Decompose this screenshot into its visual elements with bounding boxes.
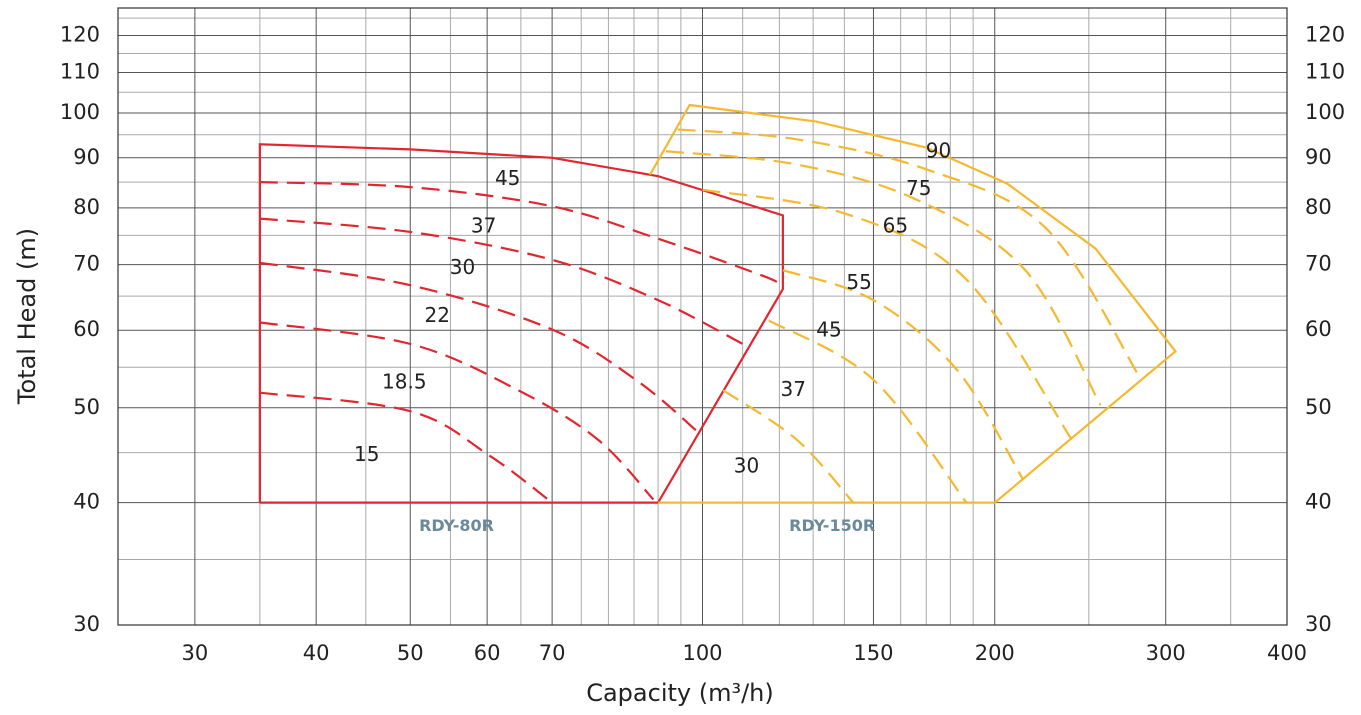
power-curve [259,217,744,345]
power-label: 30 [734,453,759,477]
x-tick-label: 300 [1146,641,1186,665]
y-tick-label: 60 [73,317,100,341]
x-tick-label: 200 [975,641,1015,665]
y2-tick-label: 70 [1305,252,1332,276]
power-label: 65 [883,213,908,237]
power-curve [259,321,655,501]
y-tick-label: 70 [73,252,100,276]
power-label: 45 [495,166,520,190]
x-axis-title: Capacity (m³/h) [586,679,774,707]
y2-tick-label: 80 [1305,195,1332,219]
power-label: 75 [906,176,931,200]
y-tick-label: 50 [73,395,100,419]
power-curve [702,188,1073,441]
power-label: 15 [354,442,379,466]
x-tick-label: 50 [397,641,424,665]
power-curve [259,180,780,285]
power-label: 30 [450,255,475,279]
power-curve [722,389,855,504]
envelope [258,143,784,504]
power-label: 45 [816,317,841,341]
envelope [649,103,1177,504]
y-axis-title: Total Head (m) [13,228,41,405]
x-tick-label: 30 [182,641,209,665]
y2-tick-label: 90 [1305,145,1332,169]
power-label: 90 [926,139,951,163]
y2-tick-label: 110 [1305,59,1345,83]
power-label: 37 [471,213,496,237]
y2-tick-label: 120 [1305,22,1345,46]
model-label: RDY-150R [789,516,875,535]
y-tick-label: 100 [60,100,100,124]
y-tick-label: 40 [73,490,100,514]
power-curve [677,128,1143,381]
y-tick-label: 30 [73,612,100,636]
y2-tick-label: 50 [1305,395,1332,419]
power-curve [259,261,699,434]
y-tick-label: 120 [60,22,100,46]
x-tick-label: 70 [539,641,566,665]
power-curve [782,269,1025,481]
power-curve [768,319,968,504]
y2-tick-label: 40 [1305,490,1332,514]
power-label: 37 [780,377,805,401]
x-tick-label: 100 [682,641,722,665]
y-tick-label: 110 [60,59,100,83]
x-tick-label: 60 [474,641,501,665]
power-label: 18.5 [382,369,427,393]
model-label: RDY-80R [419,516,494,535]
power-curve [665,150,1102,406]
plot-frame [117,7,1288,626]
y2-tick-label: 60 [1305,317,1332,341]
y-tick-label: 90 [73,145,100,169]
y-tick-label: 80 [73,195,100,219]
power-label: 55 [846,270,871,294]
y2-tick-label: 30 [1305,612,1332,636]
y2-tick-label: 100 [1305,100,1345,124]
power-curve [259,391,553,504]
x-tick-label: 150 [853,641,893,665]
power-label: 22 [424,303,449,327]
x-tick-label: 400 [1267,641,1307,665]
x-tick-label: 40 [303,641,330,665]
